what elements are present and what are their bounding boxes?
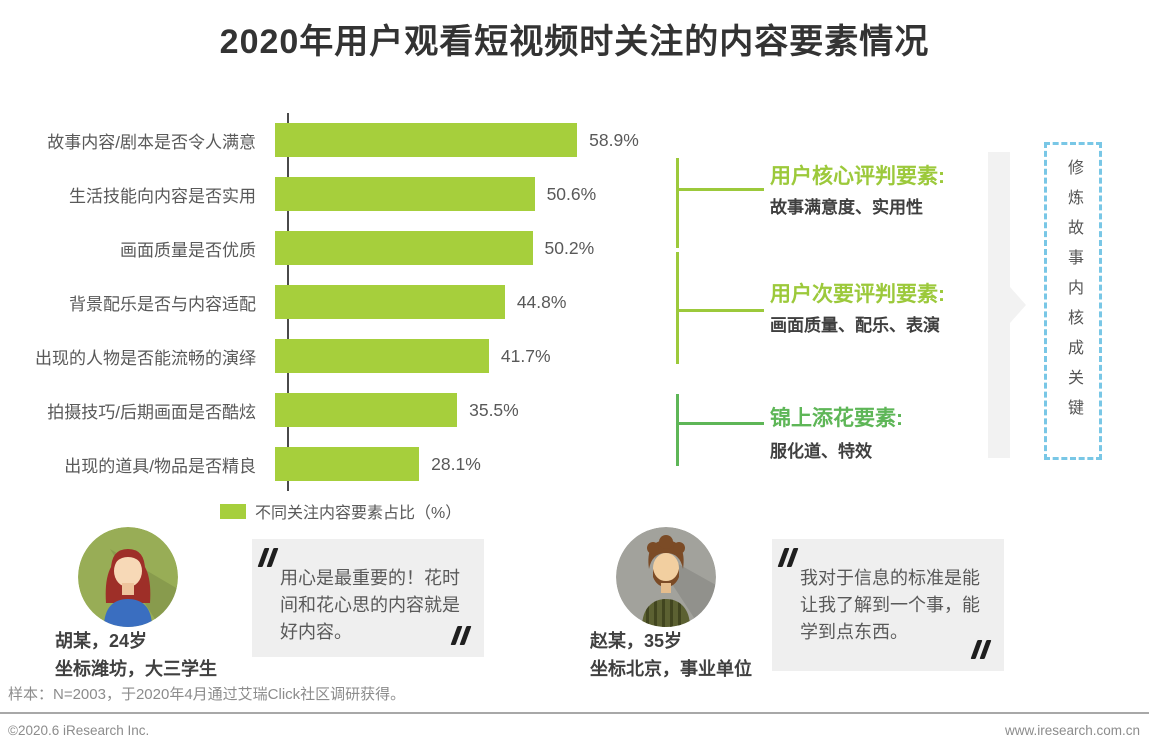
bar-category-label: 出现的道具/物品是否精良 bbox=[64, 456, 256, 476]
annotation-detail: 服化道、特效 bbox=[770, 442, 872, 461]
persona-name-line1: 胡某，24岁 bbox=[55, 631, 148, 651]
annotation-heading: 锦上添花要素: bbox=[770, 407, 903, 430]
bar-value-label: 35.5% bbox=[469, 399, 519, 420]
persona-name-line1: 赵某，35岁 bbox=[590, 631, 683, 651]
female-avatar bbox=[78, 527, 178, 627]
bracket-line bbox=[676, 394, 679, 466]
bar bbox=[275, 177, 535, 211]
persona-name: 赵某，35岁 坐标北京，事业单位 bbox=[590, 628, 752, 684]
sample-note: 样本：N=2003，于2020年4月通过艾瑞Click社区调研获得。 bbox=[8, 686, 406, 703]
male-avatar bbox=[616, 527, 716, 627]
bar-category-label: 故事内容/剧本是否令人满意 bbox=[47, 132, 256, 152]
quote-box: 我对于信息的标准是能让我了解到一个事，能学到点东西。 bbox=[772, 539, 1004, 671]
quote-text: 我对于信息的标准是能让我了解到一个事，能学到点东西。 bbox=[800, 568, 980, 642]
bar-row: 故事内容/剧本是否令人满意 58.9% bbox=[0, 113, 730, 167]
bar-category-label: 画面质量是否优质 bbox=[120, 240, 256, 260]
bracket-line bbox=[676, 158, 679, 248]
arrow-band bbox=[988, 152, 1010, 458]
bracket-line bbox=[676, 422, 764, 425]
website-text: www.iresearch.com.cn bbox=[1004, 723, 1140, 738]
persona-name: 胡某，24岁 坐标潍坊，大三学生 bbox=[55, 628, 217, 684]
bracket-line bbox=[676, 252, 679, 364]
bar-value-label: 28.1% bbox=[431, 453, 481, 474]
quote-box: 用心是最重要的！花时间和花心思的内容就是好内容。 bbox=[252, 539, 484, 657]
open-quote-icon bbox=[257, 548, 279, 567]
footer-divider bbox=[0, 712, 1149, 714]
annotation-heading: 用户核心评判要素: bbox=[770, 165, 945, 188]
bar-row: 画面质量是否优质 50.2% bbox=[0, 221, 730, 275]
bar bbox=[275, 393, 458, 427]
arrow-right-icon bbox=[1010, 287, 1026, 323]
bar-category-label: 出现的人物是否能流畅的演绎 bbox=[35, 348, 256, 368]
bar-category-label: 拍摄技巧/后期画面是否酷炫 bbox=[47, 402, 256, 422]
persona-name-line2: 坐标北京，事业单位 bbox=[590, 658, 752, 679]
bar-row: 生活技能向内容是否实用 50.6% bbox=[0, 167, 730, 221]
bar-row: 出现的道具/物品是否精良 28.1% bbox=[0, 437, 730, 491]
annotation-detail: 画面质量、配乐、表演 bbox=[770, 316, 940, 335]
bracket-line bbox=[676, 188, 764, 191]
bar-value-label: 44.8% bbox=[516, 291, 567, 312]
bracket-line bbox=[676, 309, 764, 312]
bar-row: 背景配乐是否与内容适配 44.8% bbox=[0, 275, 730, 329]
bar bbox=[275, 447, 420, 481]
annotation-heading: 用户次要评判要素: bbox=[770, 283, 945, 306]
callout-box: 修炼故事内核成关键 bbox=[1044, 142, 1102, 460]
bar-value-label: 41.7% bbox=[500, 345, 551, 366]
chart-legend: 不同关注内容要素占比（%） bbox=[220, 499, 461, 523]
close-quote-icon bbox=[450, 626, 472, 645]
bar-value-label: 50.2% bbox=[544, 237, 595, 258]
close-quote-icon bbox=[970, 640, 992, 659]
bar-category-label: 生活技能向内容是否实用 bbox=[69, 186, 256, 206]
bar-row: 出现的人物是否能流畅的演绎 41.7% bbox=[0, 329, 730, 383]
bar-category-label: 背景配乐是否与内容适配 bbox=[69, 294, 256, 314]
bar bbox=[275, 231, 533, 265]
copyright-text: ©2020.6 iResearch Inc. bbox=[8, 723, 150, 738]
bar bbox=[275, 123, 578, 157]
bar bbox=[275, 285, 505, 319]
bar-row: 拍摄技巧/后期画面是否酷炫 35.5% bbox=[0, 383, 730, 437]
annotation-detail: 故事满意度、实用性 bbox=[770, 198, 923, 217]
bar bbox=[275, 339, 489, 373]
legend-label: 不同关注内容要素占比（%） bbox=[255, 505, 462, 522]
callout-text: 修炼故事内核成关键 bbox=[1065, 159, 1082, 429]
legend-swatch-icon bbox=[220, 503, 246, 519]
persona-name-line2: 坐标潍坊，大三学生 bbox=[55, 658, 217, 679]
bar-value-label: 50.6% bbox=[546, 183, 597, 204]
bar-value-label: 58.9% bbox=[589, 129, 639, 150]
quote-text: 用心是最重要的！花时间和花心思的内容就是好内容。 bbox=[280, 568, 460, 642]
page-title: 2020年用户观看短视频时关注的内容要素情况 bbox=[219, 23, 930, 61]
open-quote-icon bbox=[777, 548, 799, 567]
